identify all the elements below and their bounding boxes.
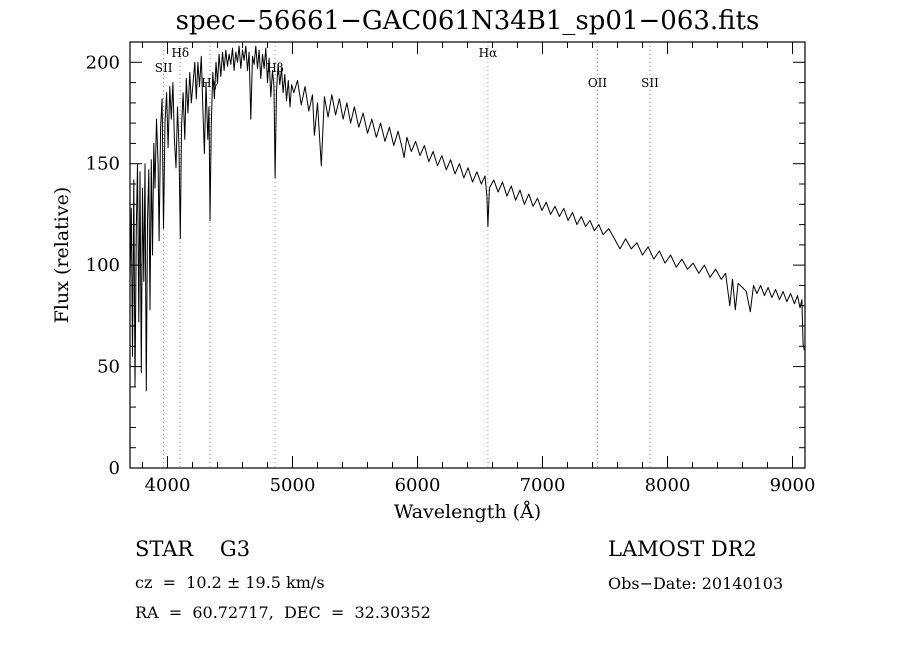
x-tick-label: 5000: [270, 475, 316, 496]
y-tick-label: 0: [109, 458, 120, 479]
axis-ticks: [130, 42, 805, 469]
spectral-line-label: Hα: [479, 46, 498, 60]
y-tick-label: 150: [86, 154, 120, 175]
y-tick-label: 50: [97, 357, 120, 378]
spectral-line-label: Hδ: [171, 46, 189, 60]
y-tick-label: 100: [86, 255, 120, 276]
spectrum-trace: [129, 45, 805, 392]
object-classification: STAR G3: [135, 537, 251, 561]
spectral-line-label: Hγ: [201, 76, 219, 90]
x-tick-label: 9000: [770, 475, 816, 496]
x-axis-label: Wavelength (Å): [393, 501, 542, 523]
x-tick-label: 8000: [645, 475, 691, 496]
spectral-line-label: OII: [588, 76, 608, 90]
spectral-line-label: SII: [155, 61, 173, 75]
survey-name: LAMOST DR2: [608, 537, 757, 561]
ra-dec-coordinates: RA = 60.72717, DEC = 32.30352: [135, 603, 431, 622]
plot-frame: [129, 41, 806, 469]
x-tick-label: 7000: [520, 475, 566, 496]
plot-title: spec−56661−GAC061N34B1_sp01−063.fits: [175, 6, 760, 36]
y-tick-label: 200: [86, 52, 120, 73]
x-tick-label: 4000: [145, 475, 191, 496]
cz-velocity-value: cz = 10.2 ± 19.5 km/s: [135, 573, 325, 592]
observation-date: Obs−Date: 20140103: [608, 574, 784, 593]
spectral-line-label: Hβ: [266, 61, 283, 75]
x-tick-label: 6000: [395, 475, 441, 496]
spectral-line-markers: [163, 42, 651, 468]
spectral-line-label: SII: [641, 76, 659, 90]
